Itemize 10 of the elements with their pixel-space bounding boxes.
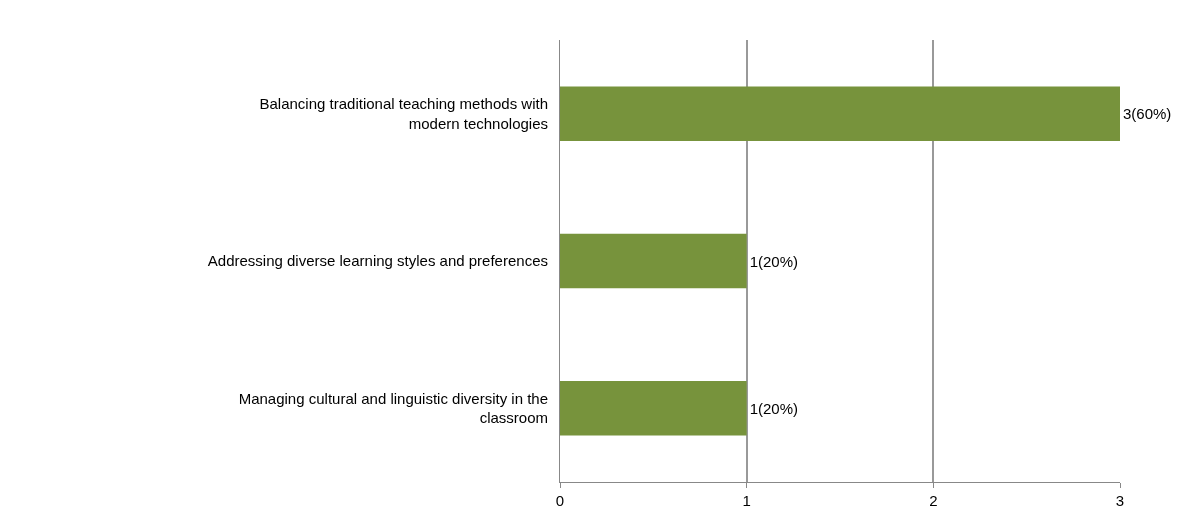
data-label: 3(60%): [1123, 105, 1172, 123]
x-tick-label: 0: [555, 492, 565, 509]
data-label: 1(20%): [749, 252, 799, 270]
y-tick-label: Addressing diverse learning styles and preferences: [207, 252, 548, 270]
y-tick-label: Managing cultural and linguistic diversity in the classroom: [238, 389, 548, 427]
x-tick-label: 1: [742, 492, 751, 509]
data-label: 1(20%): [749, 399, 799, 417]
x-tick-label: 3: [1115, 492, 1125, 509]
y-tick-label: Balancing traditional teaching methods with modern technologies: [259, 95, 548, 132]
x-tick-label: 2: [929, 492, 938, 509]
